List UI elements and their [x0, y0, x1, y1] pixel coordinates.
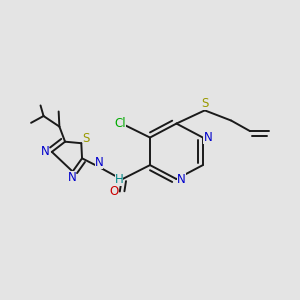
Text: S: S: [82, 132, 90, 145]
Text: H: H: [115, 173, 123, 186]
Text: S: S: [201, 98, 208, 110]
Text: O: O: [109, 185, 119, 198]
Text: N: N: [68, 171, 76, 184]
Text: N: N: [95, 156, 103, 169]
Text: Cl: Cl: [114, 117, 126, 130]
Text: N: N: [177, 172, 186, 186]
Text: N: N: [203, 131, 212, 144]
Text: N: N: [41, 146, 50, 158]
